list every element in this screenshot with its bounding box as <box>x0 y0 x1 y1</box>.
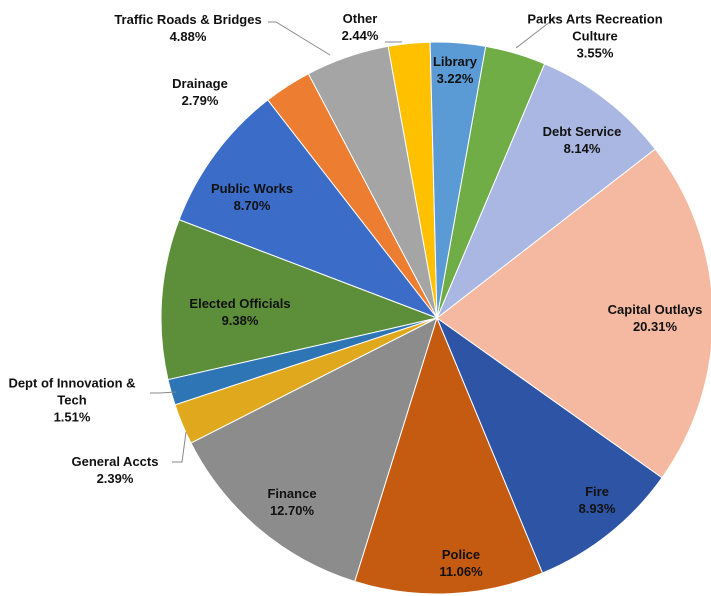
value-label: 12.70% <box>269 503 315 518</box>
pie-slice <box>178 99 439 320</box>
leader-line <box>515 17 560 49</box>
pie-slice <box>436 148 711 479</box>
value-label: 2.39% <box>96 471 134 486</box>
category-label: Dept of Innovation & Tech <box>8 375 136 408</box>
slice-label: Other 2.44% <box>320 10 400 44</box>
value-label: 2.44% <box>341 28 379 43</box>
slice-label: Fire 8.93% <box>557 483 637 517</box>
slice-label: Capital Outlays 20.31% <box>585 301 711 335</box>
value-label: 8.70% <box>233 198 271 213</box>
slice-label: Public Works 8.70% <box>197 180 307 214</box>
slice-label: Drainage 2.79% <box>155 75 245 109</box>
slice-label: General Accts 2.39% <box>55 453 175 487</box>
value-label: 11.06% <box>439 564 483 579</box>
slice-label: Dept of Innovation & Tech 1.51% <box>0 375 147 426</box>
pie-slice <box>435 316 663 574</box>
category-label: General Accts <box>71 454 159 469</box>
pie-slice <box>160 219 439 381</box>
category-label: Police <box>441 547 481 562</box>
value-label: 3.55% <box>576 45 614 61</box>
value-label: 8.14% <box>563 141 601 156</box>
slice-label: Police 11.06% <box>421 546 501 580</box>
slice-label: Debt Service 8.14% <box>522 123 642 157</box>
pie-slice <box>429 41 487 319</box>
value-label: 2.79% <box>181 93 219 108</box>
category-label: Public Works <box>210 181 294 196</box>
category-label: Other <box>342 11 378 26</box>
leader-line <box>172 431 187 463</box>
leader-line <box>268 21 331 56</box>
category-label: Parks Arts Recreation Culture <box>527 11 663 44</box>
slice-label: Traffic Roads & Bridges 4.88% <box>103 11 273 45</box>
category-label: Debt Service <box>542 124 622 139</box>
slice-label: Finance 12.70% <box>247 485 337 519</box>
pie-slice <box>190 317 438 583</box>
slice-label: Elected Officials 9.38% <box>175 295 305 329</box>
category-label: Traffic Roads & Bridges <box>114 12 262 27</box>
value-label: 1.51% <box>53 409 91 425</box>
category-label: Elected Officials <box>189 296 291 311</box>
value-label: 4.88% <box>169 29 207 44</box>
value-label: 8.93% <box>578 501 616 516</box>
leader-lines <box>150 17 560 463</box>
value-label: 20.31% <box>632 319 678 334</box>
value-label: 9.38% <box>221 313 259 328</box>
pie-slice <box>354 316 544 595</box>
category-label: Fire <box>585 484 609 499</box>
slice-label: Parks Arts Recreation Culture 3.55% <box>510 11 680 62</box>
value-label: 3.22% <box>436 71 474 86</box>
category-label: Finance <box>267 486 317 501</box>
category-label: Capital Outlays <box>607 302 703 317</box>
category-label: Drainage <box>172 76 228 91</box>
category-label: Library <box>432 54 478 69</box>
pie-slice <box>435 63 656 320</box>
slice-label: Library 3.22% <box>410 53 500 87</box>
leader-line <box>150 391 177 394</box>
